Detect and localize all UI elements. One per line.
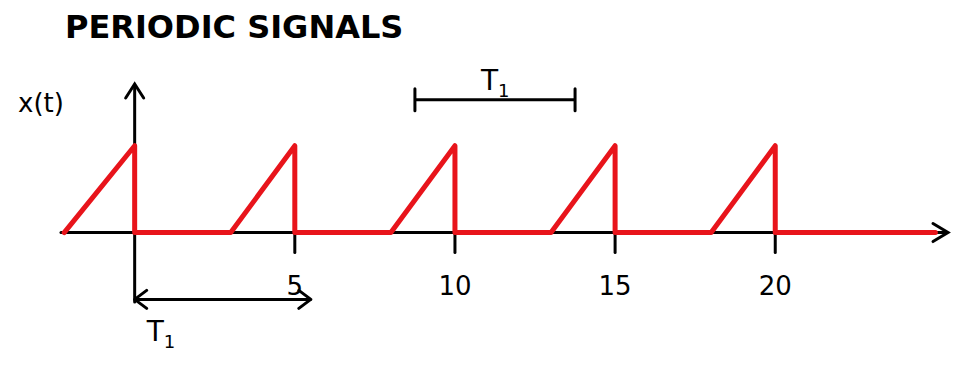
y-axis-label: x(t) [18, 88, 64, 118]
period-label: T1 [146, 315, 176, 352]
chart: PERIODIC SIGNALS x(t) 5 10 15 20 T1 T1 [0, 0, 961, 387]
x-tick-label: 20 [759, 271, 792, 301]
title: PERIODIC SIGNALS [65, 8, 403, 46]
x-tick-label: 15 [599, 271, 632, 301]
period-label: T1 [480, 64, 510, 101]
plot-area [64, 146, 935, 233]
x-tick-label: 5 [287, 271, 304, 301]
y-axis-arrow [126, 84, 144, 98]
x-tick-label: 10 [438, 271, 471, 301]
signal-line [64, 146, 935, 233]
period-arrow [135, 290, 311, 308]
